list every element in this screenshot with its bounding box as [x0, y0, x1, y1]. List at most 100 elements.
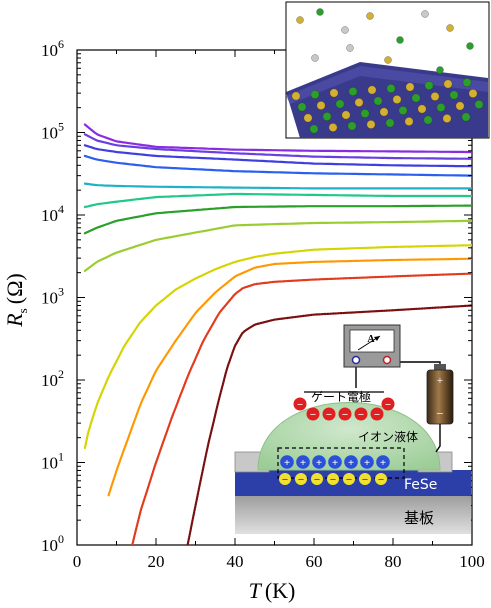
crystal-atom: [424, 81, 434, 90]
gate-anion-sign: −: [342, 409, 348, 421]
substrate-layer: [235, 494, 471, 534]
x-axis-symbol: T: [249, 578, 263, 603]
electron: [343, 473, 355, 485]
crystal-atom: [411, 93, 421, 103]
ionic-liquid-dome: [257, 402, 441, 471]
electron: [311, 473, 323, 485]
series-layer: [83, 123, 472, 545]
gate-anion-sign: −: [297, 399, 303, 411]
cation: [296, 455, 310, 469]
series-line-2: [83, 133, 472, 160]
battery-cap: [434, 364, 446, 370]
cation: [312, 455, 326, 469]
electron-sign: −: [282, 474, 288, 486]
series-line-3: [83, 144, 472, 168]
cation-sign: +: [316, 457, 322, 469]
crystal-atom: [449, 90, 459, 100]
crystal-atom: [474, 100, 484, 109]
y-tick-label: 106: [41, 37, 64, 60]
series-line-8: [83, 219, 472, 272]
crystal-atom: [385, 118, 395, 128]
ionic-liquid-label: イオン液体: [358, 429, 418, 444]
electron: [359, 473, 371, 485]
cation: [360, 455, 374, 469]
crystal-atom: [430, 92, 440, 101]
crystal-molecule-atom: [366, 12, 374, 20]
gate-anion-sign: −: [310, 409, 316, 421]
battery-plus-sign: +: [437, 375, 443, 387]
crystal-atom: [392, 95, 402, 104]
gate-anion: [322, 407, 336, 421]
battery-body: [426, 369, 454, 425]
crystal-atom: [442, 114, 452, 123]
cation: [328, 455, 342, 469]
crystal-atom: [367, 85, 377, 95]
crystal-molecule-atom: [384, 56, 392, 64]
crystal-atom: [328, 123, 338, 132]
crystal-atom: [468, 89, 478, 98]
y-tick-label: 104: [41, 202, 64, 225]
electron-sign: −: [362, 474, 368, 486]
gate-anion: [370, 407, 384, 421]
crystal-molecule-atom: [296, 16, 304, 24]
series-line-4: [83, 154, 472, 177]
crystal-atom: [366, 120, 376, 129]
crystal-atom: [379, 107, 389, 117]
ammeter-positive-terminal: [382, 355, 392, 365]
crystal-atom: [423, 115, 433, 125]
series-line-6: [83, 192, 472, 209]
crystal-atom: [461, 112, 471, 122]
gate-electrode-label: ゲート電極: [311, 389, 371, 404]
dashed-interface-region: [277, 447, 405, 479]
series-line-9: [83, 244, 472, 450]
crystal-atom: [360, 109, 370, 118]
crystal-atom: [335, 99, 345, 109]
electron: [375, 473, 387, 485]
ion-layer: − −− − − − −+ + + + + + +− − − − − − −: [279, 397, 395, 486]
electron: [295, 473, 307, 485]
crystal-atom: [347, 121, 357, 131]
y-axis-unit: (Ω): [2, 273, 27, 304]
crystal-molecule-atom: [346, 44, 354, 52]
gate-anion: [381, 397, 395, 411]
crystal-inset: [285, 1, 490, 139]
series-line-11: [131, 272, 472, 545]
cation: [376, 455, 390, 469]
y-tick-label: 103: [41, 285, 64, 308]
crystal-atom: [348, 87, 358, 96]
crystal-atom: [309, 124, 319, 134]
substrate-label: 基板: [404, 509, 434, 527]
cation-sign: +: [332, 457, 338, 469]
cation-sign: +: [300, 457, 306, 469]
gate-anion: [354, 407, 368, 421]
electron-sign: −: [378, 474, 384, 486]
series-line-1: [83, 123, 472, 154]
ammeter-negative-terminal: [351, 355, 361, 365]
x-tick-label: 40: [227, 552, 244, 571]
crystal-atoms: [291, 8, 484, 134]
crystal-atom: [436, 103, 446, 112]
fese-label: FeSe: [404, 477, 437, 493]
gate-anion: [338, 407, 352, 421]
crystal-molecule-atom: [436, 66, 444, 74]
electron-sign: −: [330, 474, 336, 486]
electron-sign: −: [298, 474, 304, 486]
crystal-atom: [462, 78, 472, 87]
crystal-atom: [303, 113, 313, 123]
y-axis-symbol: R: [2, 313, 27, 328]
crystal-atom: [310, 90, 320, 99]
x-tick-label: 0: [73, 552, 82, 571]
crystal-atom: [341, 110, 351, 120]
axis-layer: 0 20 40 60 80 100 100 101 102 103 104 105 106: [41, 37, 485, 571]
y-tick-label: 105: [41, 120, 64, 143]
gate-anion-sign: −: [326, 409, 332, 421]
gate-anion-sign: −: [374, 409, 380, 421]
device-inset: 基板 FeSe イオン液体 ゲート電極 − −− − − − −+ + + + + + +− − − − − −…: [234, 324, 471, 534]
crystal-molecule-atom: [446, 24, 454, 32]
electron: [327, 473, 339, 485]
crystal-atom: [398, 106, 408, 115]
series-line-12: [186, 304, 472, 545]
battery-minus-sign: −: [436, 406, 443, 421]
crystal-atom: [405, 82, 415, 92]
